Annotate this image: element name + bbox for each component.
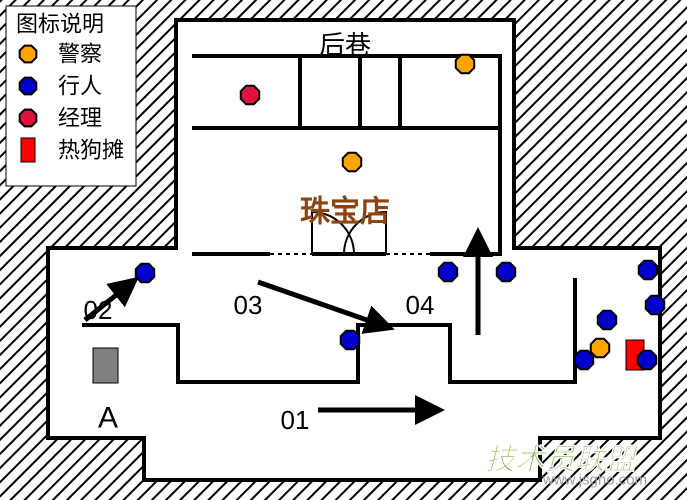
legend-label-hotdog: 热狗摊	[58, 138, 124, 163]
pedestrian-dot-2	[497, 263, 515, 281]
back-alley-label: 后巷	[319, 30, 371, 60]
label-02: 02	[84, 295, 113, 325]
pedestrian-dot-1	[439, 263, 457, 281]
pedestrian-dot-8	[638, 351, 656, 369]
legend-icon-pedestrian	[20, 78, 37, 95]
pedestrian-dot-5	[646, 296, 664, 314]
pedestrian-dot-7	[575, 351, 593, 369]
pedestrian-dot-3	[341, 331, 359, 349]
legend-label-manager: 经理	[58, 106, 102, 131]
pedestrian-dot-0	[136, 264, 154, 282]
pedestrian-dot-6	[598, 311, 616, 329]
legend-icon-hotdog	[21, 138, 35, 162]
label-04: 04	[406, 290, 435, 320]
watermark-url: www.jsgho.com	[542, 472, 647, 489]
pedestrian-dot-4	[639, 261, 657, 279]
legend-title: 图标说明	[16, 12, 104, 37]
gray-marker	[93, 348, 118, 383]
shop-title: 珠宝店	[300, 195, 390, 229]
manager-dot-0	[241, 86, 259, 104]
legend-label-pedestrian: 行人	[58, 74, 102, 99]
marker-A: A	[98, 402, 118, 435]
police-dot-0	[456, 55, 474, 73]
police-dot-2	[591, 339, 609, 357]
legend-icon-manager	[20, 110, 37, 127]
police-dot-1	[343, 153, 361, 171]
label-03: 03	[234, 290, 263, 320]
label-01: 01	[281, 405, 310, 435]
legend-icon-police	[20, 46, 37, 63]
legend-label-police: 警察	[58, 42, 102, 67]
